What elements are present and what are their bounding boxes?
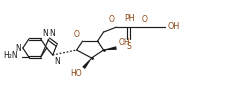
Text: O: O [74, 30, 80, 39]
Text: H₂N: H₂N [3, 51, 18, 60]
Text: N: N [55, 57, 61, 66]
Polygon shape [104, 46, 117, 50]
Text: N: N [15, 43, 21, 52]
Text: N: N [50, 29, 56, 38]
Text: HO: HO [70, 69, 82, 78]
Text: O: O [141, 15, 147, 24]
Text: N: N [42, 29, 47, 38]
Text: OH: OH [119, 38, 130, 47]
Text: OH: OH [167, 22, 180, 31]
Text: O: O [109, 15, 114, 24]
Text: PH: PH [124, 14, 135, 23]
Text: S: S [126, 42, 131, 51]
Polygon shape [82, 58, 92, 69]
